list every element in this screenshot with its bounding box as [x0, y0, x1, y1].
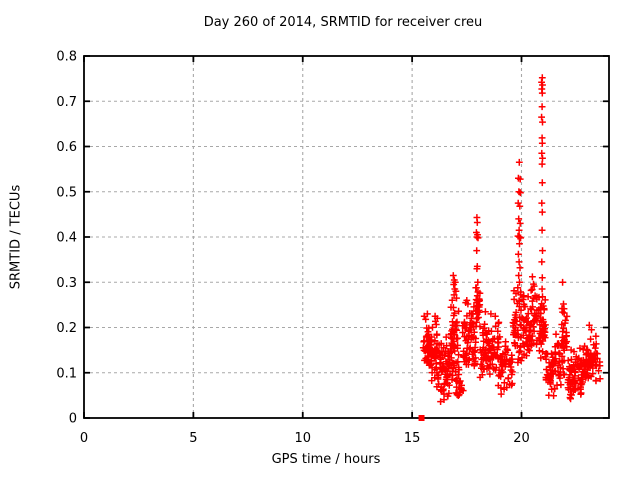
y-tick-label: 0.1	[56, 366, 77, 381]
y-tick-label: 0.4	[56, 231, 77, 246]
y-tick-label: 0	[69, 412, 77, 427]
y-axis-label: SRMTID / TECUs	[8, 184, 24, 290]
x-tick-label: 0	[80, 431, 88, 446]
y-tick-label: 0.6	[56, 140, 77, 155]
x-tick-label: 15	[404, 431, 421, 446]
y-tick-label: 0.8	[56, 50, 77, 65]
x-tick-label: 20	[513, 431, 530, 446]
y-tick-label: 0.2	[56, 321, 77, 336]
data-points	[419, 74, 604, 405]
x-tick-label: 10	[294, 431, 311, 446]
x-tick-label: 5	[189, 431, 197, 446]
plot-border	[83, 55, 610, 419]
chart-title: Day 260 of 2014, SRMTID for receiver cre…	[203, 15, 483, 30]
grid-lines	[84, 56, 609, 418]
x-axis-label: GPS time / hours	[271, 452, 381, 467]
y-tick-label: 0.5	[56, 185, 77, 200]
y-tick-label: 0.7	[56, 95, 77, 110]
y-tick-label: 0.3	[56, 276, 77, 291]
square-data-point	[418, 415, 425, 421]
